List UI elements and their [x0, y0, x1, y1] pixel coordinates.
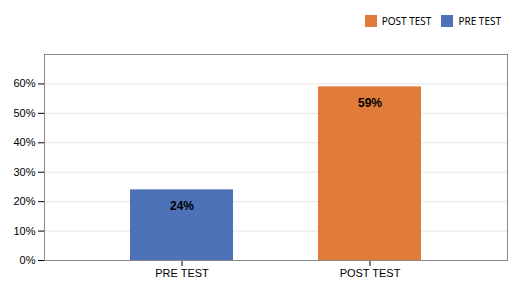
html-text:POST TEST: POST TEST	[381, 13, 432, 28]
html-text:PRE TEST: PRE TEST	[458, 13, 501, 28]
svg-text:POST TEST: POST TEST	[340, 267, 401, 279]
svg-text:0%: 0%	[20, 254, 36, 266]
svg-text:PRE TEST: PRE TEST	[155, 267, 209, 279]
svg-text:50%: 50%	[13, 107, 35, 119]
svg-text:30%: 30%	[13, 166, 35, 178]
svg-text:20%: 20%	[13, 195, 35, 207]
svg-text:10%: 10%	[13, 225, 35, 237]
svg-text:40%: 40%	[13, 136, 35, 148]
svg-text:59%: 59%	[358, 96, 382, 110]
svg-text:24%: 24%	[170, 199, 194, 213]
svg-text:60%: 60%	[13, 77, 35, 89]
